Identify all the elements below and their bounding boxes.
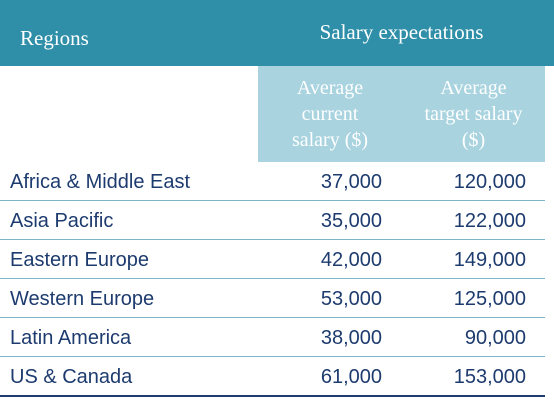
column-header: Average current salary ($) (258, 66, 402, 162)
table-row: Asia Pacific 35,000 122,000 (0, 201, 545, 240)
current-salary-cell: 35,000 (320, 210, 382, 232)
column-header-text: Average target salary ($) (424, 77, 523, 151)
region-cell: Asia Pacific (10, 210, 114, 232)
region-cell: Africa & Middle East (10, 171, 191, 193)
column-header: Average target salary ($) (402, 66, 545, 162)
target-salary-cell: 122,000 (453, 210, 526, 232)
current-salary-cell: 61,000 (320, 366, 382, 388)
region-cell: Western Europe (10, 288, 155, 310)
table-row: Latin America 38,000 90,000 (0, 318, 545, 357)
target-salary-cell: 153,000 (453, 366, 526, 388)
target-salary-cell: 125,000 (453, 288, 526, 310)
current-salary-cell: 42,000 (320, 249, 382, 271)
region-cell: Latin America (10, 327, 132, 349)
target-salary-cell: 90,000 (464, 327, 526, 349)
target-salary-cell: 149,000 (453, 249, 526, 271)
table-row: Western Europe 53,000 125,000 (0, 279, 545, 318)
table-row: Africa & Middle East 37,000 120,000 (0, 162, 545, 201)
current-salary-cell: 37,000 (320, 171, 382, 193)
target-salary-cell: 120,000 (453, 171, 526, 193)
regions-header: Regions (20, 26, 89, 50)
current-salary-cell: 38,000 (320, 327, 382, 349)
region-cell: Eastern Europe (10, 249, 149, 271)
column-header-text: Average current salary ($) (291, 77, 369, 151)
header-band (0, 0, 554, 66)
group-header: Salary expectations (319, 20, 484, 44)
table-row: Eastern Europe 42,000 149,000 (0, 240, 545, 279)
table-body: Africa & Middle East 37,000 120,000 Asia Pa… (0, 162, 545, 397)
current-salary-cell: 53,000 (320, 288, 382, 310)
region-cell: US & Canada (10, 366, 133, 388)
table-row: US & Canada 61,000 153,000 (0, 357, 545, 397)
